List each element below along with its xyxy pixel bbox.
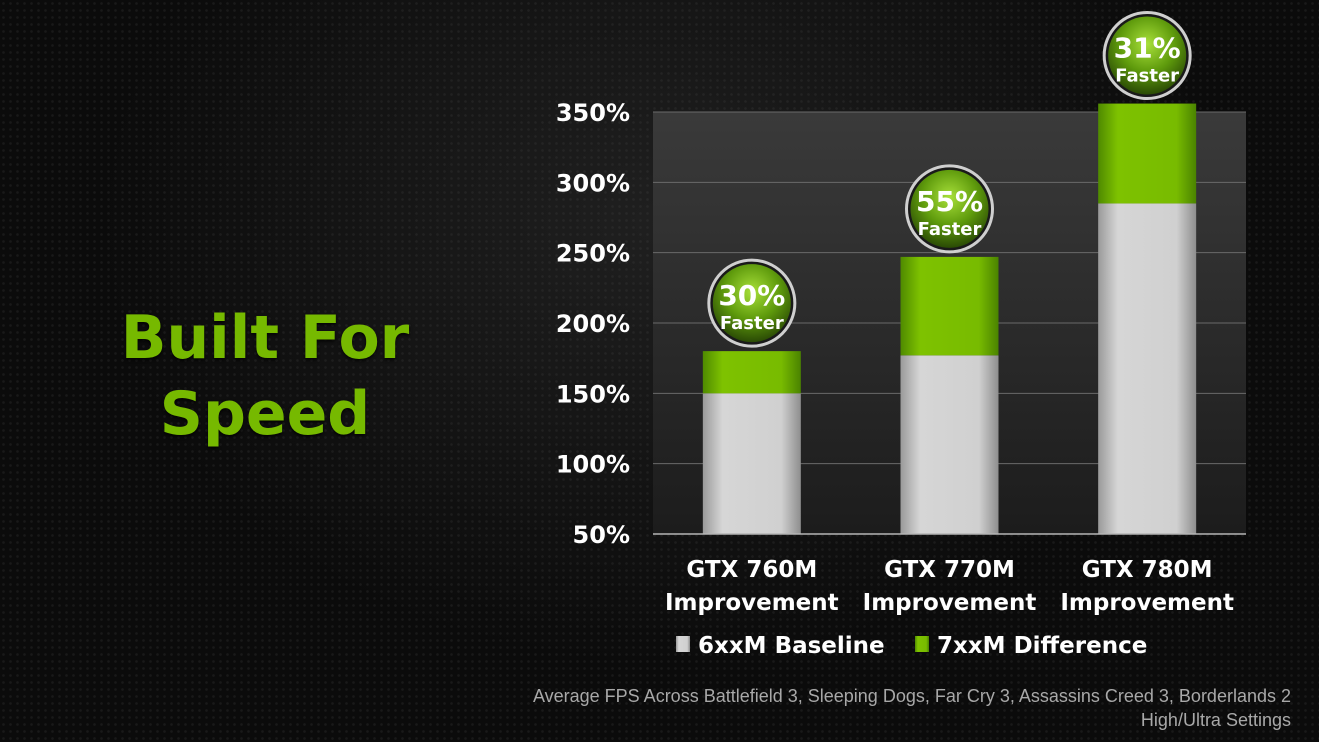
y-tick-label: 250% (556, 240, 630, 268)
x-axis-labels: GTX 760M Improvement GTX 770M Improvement GT… (665, 557, 1234, 616)
badge-label: Faster (720, 313, 784, 334)
headline-line-1: Built For (120, 303, 410, 373)
footnote: Average FPS Across Battlefield 3, Sleepi… (533, 684, 1291, 732)
headline-line-2: Speed (159, 379, 371, 449)
headline: Built For Speed (100, 300, 430, 452)
badge-fill (910, 169, 989, 248)
bar-difference (1098, 103, 1197, 204)
faster-badge: 30%Faster (707, 258, 797, 348)
y-tick-label: 100% (556, 451, 630, 479)
legend-difference: 7xxM Difference (915, 633, 1147, 659)
legend-swatch (676, 636, 690, 652)
badge-fill (712, 264, 791, 343)
y-axis-ticks: 50% 100% 150% 200% 250% 300% 350% (556, 99, 630, 549)
x-tick-label: GTX 760M (686, 557, 817, 583)
badge-value: 30% (718, 279, 785, 312)
x-tick-label: Improvement (863, 590, 1037, 616)
bar-difference (900, 256, 999, 356)
x-tick-label: GTX 770M (884, 557, 1015, 583)
bar-baseline (1098, 203, 1197, 534)
legend: 6xxM Baseline 7xxM Difference (676, 633, 1147, 659)
y-tick-label: 350% (556, 99, 630, 127)
footnote-line-2: High/Ultra Settings (1140, 710, 1291, 730)
y-tick-label: 200% (556, 310, 630, 338)
bar-difference (702, 351, 801, 394)
x-tick-label: Improvement (665, 590, 839, 616)
bar-baseline (702, 393, 801, 534)
legend-label: 7xxM Difference (937, 633, 1147, 659)
y-tick-label: 50% (573, 521, 630, 549)
faster-badge: 55%Faster (905, 164, 994, 254)
x-tick-label: Improvement (1060, 590, 1234, 616)
x-tick-label: GTX 780M (1082, 557, 1213, 583)
faster-badge: 31%Faster (1102, 11, 1192, 101)
legend-label: 6xxM Baseline (698, 633, 885, 659)
badge-value: 55% (916, 185, 983, 218)
footnote-line-1: Average FPS Across Battlefield 3, Sleepi… (532, 686, 1291, 706)
badge-label: Faster (1115, 66, 1179, 87)
y-tick-label: 150% (556, 380, 630, 408)
badge-value: 31% (1114, 32, 1181, 65)
bars (702, 103, 1197, 534)
bar-baseline (900, 355, 999, 534)
badge-label: Faster (918, 219, 982, 240)
y-tick-label: 300% (556, 169, 630, 197)
legend-swatch (915, 636, 929, 652)
legend-baseline: 6xxM Baseline (676, 633, 885, 659)
badge-fill (1108, 16, 1187, 95)
